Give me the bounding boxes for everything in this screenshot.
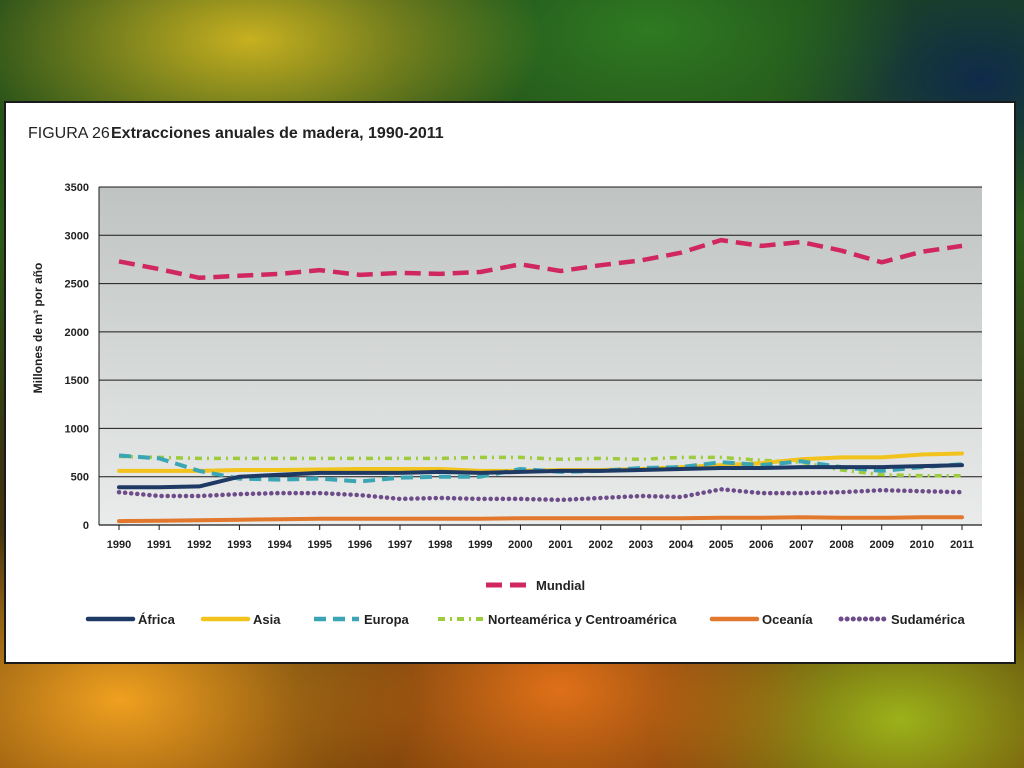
x-tick-label: 2006 xyxy=(749,539,773,551)
legend-label-oceania: Oceanía xyxy=(762,612,813,627)
figure-panel: FIGURA 26 Extracciones anuales de madera… xyxy=(4,101,1016,664)
chart-title: Extracciones anuales de madera, 1990-201… xyxy=(111,125,444,142)
x-tick-label: 1998 xyxy=(428,539,452,551)
series-line-sudamerica xyxy=(116,487,965,503)
y-tick-label: 0 xyxy=(83,520,89,532)
y-tick-label: 1000 xyxy=(65,423,89,435)
x-tick-label: 2011 xyxy=(950,539,974,551)
x-tick-label: 1992 xyxy=(187,539,211,551)
x-tick-label: 1999 xyxy=(468,539,492,551)
x-tick-label: 2007 xyxy=(789,539,813,551)
x-tick-label: 2000 xyxy=(508,539,532,551)
x-tick-label: 1993 xyxy=(227,539,251,551)
legend-label-asia: Asia xyxy=(253,612,281,627)
y-tick-label: 1500 xyxy=(65,375,89,387)
x-tick-label: 1997 xyxy=(388,539,412,551)
series-line-oceania xyxy=(117,515,964,524)
legend-label-europa: Europa xyxy=(364,612,410,627)
legend-label-sudamerica: Sudamérica xyxy=(891,612,965,627)
x-tick-label: 2005 xyxy=(709,539,733,551)
x-tick-label: 1990 xyxy=(107,539,131,551)
y-tick-label: 3500 xyxy=(65,182,89,194)
x-tick-label: 2009 xyxy=(869,539,893,551)
y-tick-label: 2000 xyxy=(65,327,89,339)
x-tick-label: 2003 xyxy=(629,539,653,551)
legend-label-norteamerica-y-centroamerica: Norteamérica y Centroamérica xyxy=(488,612,677,627)
y-axis-label: Millones de m³ por año xyxy=(31,263,45,394)
y-tick-label: 500 xyxy=(71,472,89,484)
y-tick-label: 2500 xyxy=(65,279,89,291)
legend-label-africa: África xyxy=(138,612,176,627)
line-chart: FIGURA 26 Extracciones anuales de madera… xyxy=(28,125,982,627)
x-tick-label: 1995 xyxy=(307,539,331,551)
x-tick-label: 1991 xyxy=(147,539,171,551)
y-tick-label: 3000 xyxy=(65,230,89,242)
legend: Mundial África Asia Europa Norteamérica y Ce… xyxy=(85,578,965,627)
series-line-africa xyxy=(117,463,964,490)
x-tick-label: 1996 xyxy=(348,539,372,551)
plot-area: 0 500 1000 1500 2000 2500 3000 3500 1990 1991 1992… xyxy=(65,182,982,551)
x-tick-label: 2002 xyxy=(588,539,612,551)
x-tick-label: 2004 xyxy=(669,539,694,551)
x-tick-label: 2008 xyxy=(829,539,853,551)
x-tick-label: 1994 xyxy=(267,539,292,551)
legend-label-mundial: Mundial xyxy=(536,578,585,593)
plot-background xyxy=(99,187,982,525)
x-tick-label: 2001 xyxy=(548,539,572,551)
x-tick-label: 2010 xyxy=(910,539,934,551)
series-line-mundial xyxy=(118,237,963,281)
figure-label: FIGURA 26 xyxy=(28,125,110,142)
